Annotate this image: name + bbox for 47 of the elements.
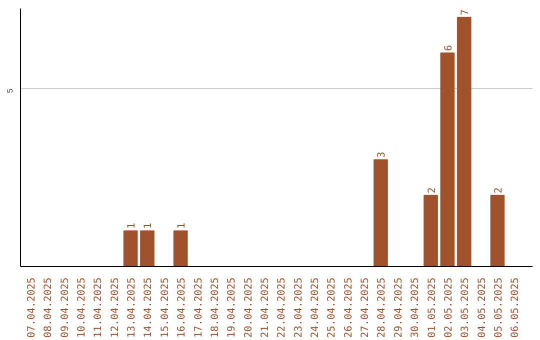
x-tick-label: 11.04.2025 (93, 277, 104, 338)
data-label: 7 (460, 9, 472, 16)
data-label: 6 (443, 44, 454, 51)
x-tick-label: 12.04.2025 (110, 277, 121, 338)
x-tick-label: 14.04.2025 (143, 277, 154, 338)
data-label: 1 (126, 222, 138, 229)
x-tick-label: 05.05.2025 (493, 277, 504, 338)
x-tick-label: 23.04.2025 (293, 277, 304, 338)
x-tick-label: 02.05.2025 (443, 277, 454, 338)
bar (490, 194, 505, 266)
bar (140, 230, 154, 266)
data-label: 3 (376, 152, 388, 158)
x-tick-label: 21.04.2025 (260, 277, 271, 338)
x-tick-label: 20.04.2025 (243, 277, 254, 338)
x-tick-label: 17.04.2025 (193, 277, 204, 338)
x-tick-label: 08.04.2025 (43, 277, 54, 338)
x-tick-label: 15.04.2025 (160, 277, 171, 338)
bar (456, 16, 472, 266)
x-tick-label: 28.04.2025 (376, 277, 388, 338)
bar (123, 230, 138, 266)
x-tick-label: 26.04.2025 (343, 277, 354, 338)
x-tick-label: 07.04.2025 (26, 277, 38, 338)
y-tick-label: 5 (6, 88, 14, 94)
bar (173, 230, 188, 266)
bar (440, 52, 455, 266)
x-tick-label: 13.04.2025 (126, 277, 138, 338)
x-tick-label: 29.04.2025 (393, 277, 404, 338)
x-tick-label: 04.05.2025 (476, 277, 488, 338)
x-tick-label: 06.05.2025 (510, 277, 522, 338)
x-tick-label: 01.05.2025 (426, 277, 438, 338)
x-tick-label: 18.04.2025 (210, 277, 221, 338)
x-tick-label: 22.04.2025 (276, 277, 288, 338)
x-tick-label: 16.04.2025 (176, 277, 188, 338)
x-tick-label: 30.04.2025 (410, 277, 422, 338)
bar (424, 194, 438, 266)
data-label: 1 (143, 222, 154, 229)
x-tick-label: 24.04.2025 (310, 277, 322, 338)
data-label: 2 (426, 187, 438, 194)
data-label: 1 (176, 222, 188, 229)
x-tick-label: 10.04.2025 (76, 277, 88, 338)
x-tick-label: 25.04.2025 (326, 277, 338, 338)
x-tick-label: 27.04.2025 (360, 277, 372, 338)
data-label: 2 (493, 187, 504, 194)
x-tick-label: 03.05.2025 (460, 277, 472, 338)
bar (374, 159, 388, 266)
x-tick-label: 19.04.2025 (226, 277, 238, 338)
x-tick-label: 09.04.2025 (60, 277, 71, 338)
